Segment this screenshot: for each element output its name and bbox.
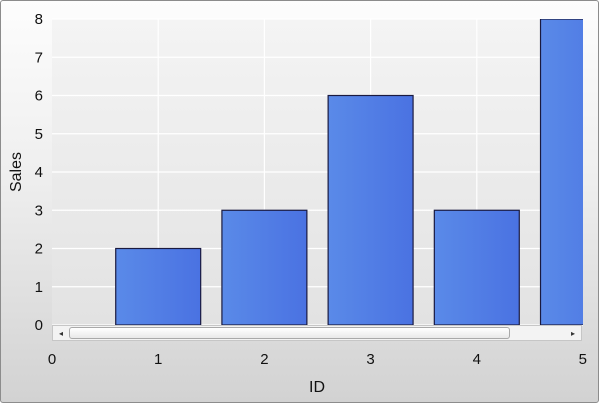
y-tick-label: 5 (35, 126, 43, 143)
y-axis-title: Sales (8, 152, 25, 192)
y-tick-label: 8 (35, 11, 43, 28)
x-axis-ticks: 0 1 2 3 4 5 (48, 351, 587, 368)
x-tick-label: 1 (154, 351, 162, 368)
x-tick-label: 3 (366, 351, 374, 368)
bars (115, 19, 583, 325)
bar-2 (221, 209, 308, 325)
bar-1 (115, 247, 202, 325)
x-axis-title: ID (309, 379, 325, 396)
x-tick-label: 2 (260, 351, 268, 368)
scroll-left-arrow-icon[interactable]: ◂ (58, 328, 63, 338)
y-tick-label: 7 (35, 49, 43, 66)
y-tick-label: 3 (35, 202, 43, 219)
bar-3 (327, 94, 414, 325)
scrollbar-thumb[interactable] (69, 327, 510, 339)
y-tick-label: 2 (35, 241, 43, 258)
bar-5 (539, 19, 583, 325)
y-tick-label: 1 (35, 279, 43, 296)
y-tick-label: 0 (35, 317, 43, 334)
bar-4 (433, 209, 520, 325)
y-tick-label: 6 (35, 88, 43, 105)
scroll-right-arrow-icon[interactable]: ▸ (570, 328, 575, 338)
x-tick-label: 4 (473, 351, 481, 368)
x-tick-label: 0 (48, 351, 56, 368)
horizontal-scrollbar[interactable]: ◂ ▸ (52, 325, 582, 341)
y-tick-label: 4 (35, 164, 43, 181)
y-axis-ticks: 0 1 2 3 4 5 6 7 8 (35, 11, 43, 334)
x-tick-label: 5 (579, 351, 587, 368)
